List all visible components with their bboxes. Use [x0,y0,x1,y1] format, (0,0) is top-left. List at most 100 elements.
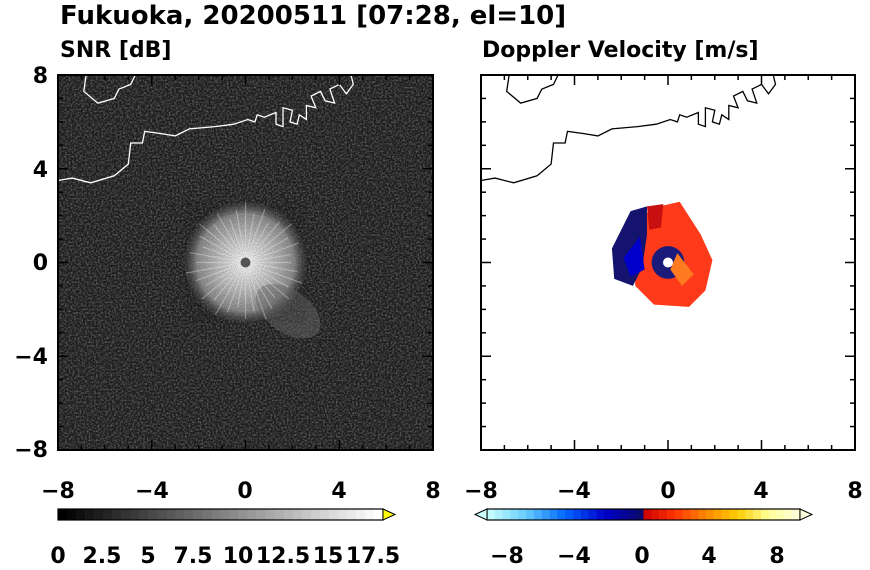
doppler-colorbar-label: −8 [490,544,524,569]
doppler-dark-red-patch [646,204,664,230]
snr-colorbar-cell [193,509,203,520]
snr-colorbar-cell [184,509,194,520]
doppler-colorbar-cell [713,509,723,520]
doppler-colorbar-cell [580,509,590,520]
doppler-colorbar-cell [518,509,527,520]
doppler-x-tick-labels: −8 −4 0 4 8 [464,479,863,504]
doppler-colorbar-cell [533,509,543,520]
snr-ytick-label: 8 [33,64,48,89]
snr-colorbar-cell [94,509,104,520]
doppler-colorbar-cell [768,509,777,520]
doppler-colorbar-cell [745,509,754,520]
doppler-colorbar-cell [753,509,762,520]
snr-colorbar-cell [211,509,221,520]
doppler-echo-region [611,201,713,307]
snr-colorbar-cell [85,509,95,520]
snr-colorbar-cell [148,509,158,520]
radar-site-marker [240,257,251,268]
doppler-colorbar-cell [620,509,629,520]
snr-colorbar-cell [67,509,77,520]
doppler-colorbar-cell [557,509,566,520]
doppler-colorbar-cell [565,509,574,520]
snr-colorbar-cell [346,509,357,520]
doppler-colorbar-cell [760,509,769,520]
snr-colorbar [57,508,397,521]
doppler-colorbar-cell [792,509,801,520]
snr-y-tick-labels: 8 4 0 −4 −8 [14,64,48,463]
doppler-colorbar-cell [612,509,621,520]
doppler-colorbar-cell [502,509,511,520]
doppler-colorbar-cell [596,509,605,520]
snr-ytick-label: −4 [14,345,48,370]
snr-ytick-label: 4 [33,158,48,183]
snr-colorbar-cell [220,509,230,520]
snr-colorbar-label: 12.5 [256,544,310,569]
doppler-colorbar-cell [510,509,519,520]
snr-colorbar-cell [238,509,248,520]
snr-colorbar-cell [283,509,294,520]
radar-site-marker-doppler [663,257,673,268]
snr-colorbar-cell [166,509,176,520]
doppler-colorbar-label: −4 [557,544,591,569]
doppler-approaching-core [623,236,645,277]
snr-ytick-label: 0 [33,251,48,276]
doppler-colorbar-label: 8 [769,544,784,569]
snr-colorbar-cell [337,509,348,520]
snr-colorbar-cell [130,509,140,520]
doppler-colorbar-cell [526,509,535,520]
snr-colorbar-cell [229,509,239,520]
snr-colorbar-cell [175,509,185,520]
snr-colorbar-label: 15 [313,544,344,569]
doppler-colorbar-label: 4 [701,544,716,569]
doppler-xtick-label: 4 [753,479,768,504]
snr-axis-ticks [57,74,434,451]
snr-colorbar-labels: 0 2.5 5 7.5 10 12.5 15 17.5 [50,544,400,569]
snr-colorbar-cell [112,509,122,520]
snr-colorbar-cell [355,509,366,520]
doppler-axis-ticks [480,74,856,451]
snr-colorbar-cell [103,509,113,520]
doppler-colorbar-cell [682,509,691,520]
doppler-colorbar-cell [549,509,558,520]
snr-colorbar-cell [58,509,68,520]
doppler-colorbar-cell [698,509,707,520]
doppler-colorbar-cell [784,509,793,520]
doppler-colorbar-cell [776,509,785,520]
snr-colorbar-cell [301,509,312,520]
doppler-colorbar-cell [635,509,644,520]
snr-ytick-label: −8 [14,438,48,463]
snr-xtick-label: 4 [331,479,346,504]
doppler-colorbar-cell [666,509,676,520]
snr-colorbar-label: 17.5 [346,544,400,569]
snr-panel [57,74,434,451]
snr-colorbar-extend [382,508,397,521]
snr-colorbar-cell [256,509,266,520]
doppler-colorbar-cell [573,509,582,520]
coastline-doppler [481,75,777,184]
doppler-orange-patch [670,253,694,286]
coastline-snr [58,75,355,184]
doppler-xtick-label: 0 [660,479,675,504]
snr-colorbar-cell [373,509,384,520]
doppler-xtick-label: −4 [557,479,591,504]
snr-colorbar-cell [157,509,167,520]
snr-colorbar-cell [202,509,212,520]
snr-colorbar-cell [319,509,330,520]
snr-colorbar-cell [310,509,321,520]
snr-panel-title: SNR [dB] [60,38,171,63]
doppler-colorbar-cell [588,509,597,520]
snr-xtick-label: 0 [237,479,252,504]
doppler-colorbar-cell [729,509,738,520]
doppler-colorbar-cell [737,509,746,520]
snr-colorbar-label: 7.5 [174,544,213,569]
snr-colorbar-cell [292,509,303,520]
snr-colorbar-cell [274,509,284,520]
doppler-colorbar-label: 0 [634,544,649,569]
doppler-colorbar-cell [487,509,496,520]
snr-colorbar-cell [265,509,275,520]
doppler-colorbar-cell [604,509,613,520]
snr-colorbar-cell [328,509,339,520]
snr-xtick-label: 8 [425,479,440,504]
snr-colorbar-cell [121,509,131,520]
snr-colorbar-label: 2.5 [83,544,122,569]
